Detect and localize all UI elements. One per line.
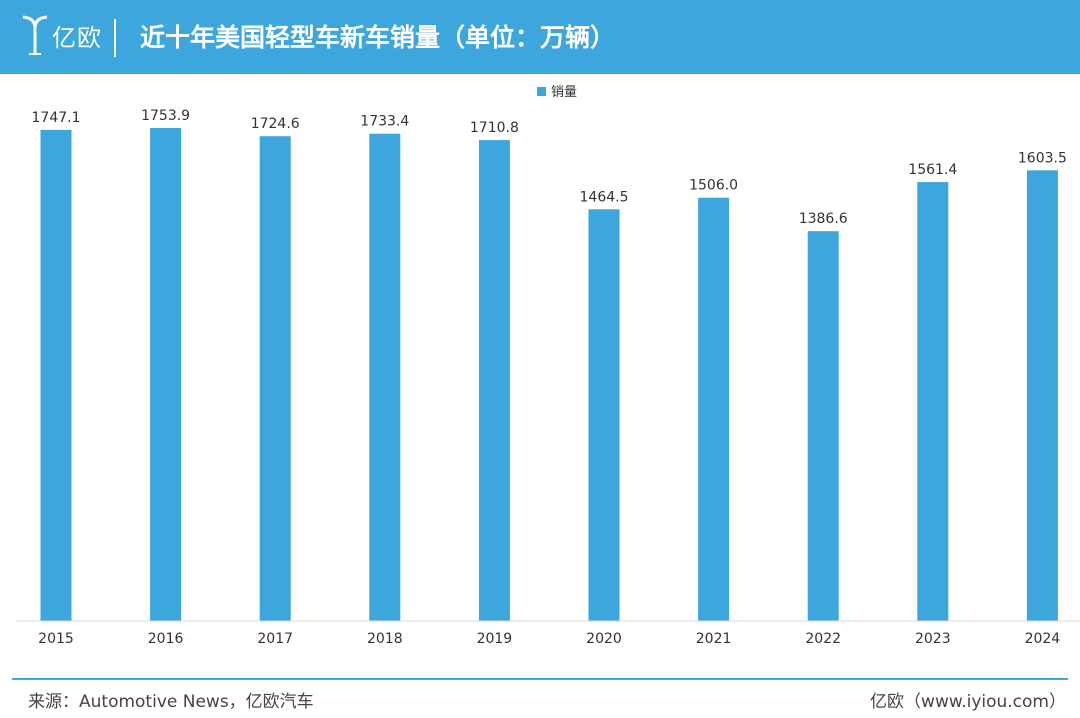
data-label-2024: 1603.5 <box>1018 150 1067 166</box>
bar-2016 <box>150 128 182 621</box>
x-tick-label-2015: 2015 <box>38 631 74 647</box>
data-label-2020: 1464.5 <box>580 189 629 205</box>
chart-legend: 销量 <box>537 85 577 100</box>
header-divider <box>114 19 116 57</box>
bar-2018 <box>369 133 401 621</box>
data-label-2018: 1733.4 <box>360 114 409 130</box>
header-bar: 亿欧 近十年美国轻型车新车销量（单位：万辆） <box>0 0 1080 74</box>
footer-divider <box>12 678 1068 680</box>
legend-label: 销量 <box>551 85 577 100</box>
x-axis-tick-labels: 2015 2016 2017 2018 2019 2020 2021 2022 2023 2024 <box>38 631 1060 647</box>
source-note: 来源：Automotive News，亿欧汽车 <box>28 692 314 712</box>
bar-2019 <box>478 140 510 621</box>
legend-swatch <box>537 87 546 96</box>
x-tick-label-2021: 2021 <box>696 631 732 647</box>
x-tick-label-2016: 2016 <box>148 631 184 647</box>
data-labels: 1747.1 1753.9 1724.6 1733.4 1710.8 1464.5 1506… <box>32 108 1067 227</box>
x-tick-label-2019: 2019 <box>477 631 513 647</box>
x-tick-label-2018: 2018 <box>367 631 403 647</box>
bar-2015 <box>40 129 72 621</box>
bar-2023 <box>917 182 949 621</box>
x-tick-label-2023: 2023 <box>915 631 951 647</box>
data-label-2016: 1753.9 <box>141 108 190 124</box>
yiou-logo-icon <box>22 15 48 55</box>
x-tick-label-2024: 2024 <box>1025 631 1061 647</box>
bars-group <box>40 128 1058 622</box>
bar-2022 <box>807 231 839 621</box>
x-tick-label-2020: 2020 <box>586 631 622 647</box>
page-title: 近十年美国轻型车新车销量（单位：万辆） <box>140 23 616 52</box>
data-label-2017: 1724.6 <box>251 116 300 132</box>
x-tick-label-2017: 2017 <box>257 631 293 647</box>
x-tick-label-2022: 2022 <box>805 631 841 647</box>
yiou-logo: 亿欧 <box>20 14 120 62</box>
bar-2021 <box>698 197 730 621</box>
data-label-2022: 1386.6 <box>799 211 848 227</box>
data-label-2021: 1506.0 <box>689 178 738 194</box>
brand-footer: 亿欧（www.iyiou.com） <box>870 692 1066 712</box>
bar-2017 <box>259 136 291 621</box>
logo-text: 亿欧 <box>52 24 102 52</box>
data-label-2023: 1561.4 <box>908 162 957 178</box>
bar-2020 <box>588 209 620 622</box>
bar-2024 <box>1026 170 1058 622</box>
data-label-2019: 1710.8 <box>470 120 519 136</box>
data-label-2015: 1747.1 <box>32 110 81 126</box>
